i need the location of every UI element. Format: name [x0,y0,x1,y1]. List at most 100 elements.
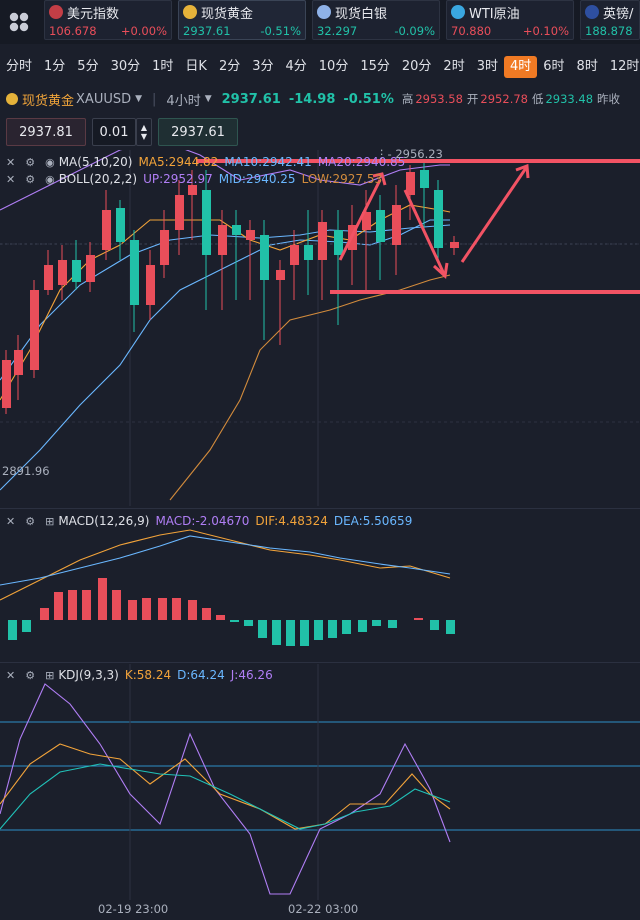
candle-body [218,225,227,255]
settings-icon[interactable]: ⚙ [25,172,36,186]
candle-body [58,260,67,285]
tab-timeframe[interactable]: 10分 [318,59,349,74]
candle-body [304,245,313,260]
eye-icon[interactable]: ◉ [45,155,55,169]
tab-timeframe[interactable]: 6时 [543,59,565,74]
tab-timeframe[interactable]: 1时 [152,59,174,74]
tab-timeframe[interactable]: 2分 [218,59,241,74]
close-icon[interactable]: ✕ [6,172,16,186]
dea-line [0,535,451,586]
close-icon[interactable]: ✕ [6,155,16,169]
tab-timeframe[interactable]: 12时 [609,59,640,74]
macd-histogram-bar [430,620,439,630]
close-icon[interactable]: ✕ [6,514,16,528]
candle-body [362,212,371,230]
candle-body [290,245,299,265]
boll-upper-line [0,150,450,211]
candle-body [188,185,197,195]
ticker-price: 70.880 [451,24,492,38]
ticker-gold[interactable]: 现货黄金 2937.61 -0.51% [178,0,306,40]
chevron-down-icon[interactable]: ▼ [135,94,143,104]
time-label: 02-22 03:00 [288,902,359,916]
ticker-wti[interactable]: WTI原油 70.880 +0.10% [446,0,574,40]
menu-icon[interactable] [0,0,38,44]
macd-histogram-bar [22,620,31,632]
arrow-up-annotation [338,179,382,261]
tab-timeframe[interactable]: 15分 [360,59,390,74]
tab-timeframe[interactable]: 1分 [44,59,66,74]
tab-timeframe[interactable]: 5分 [77,59,99,74]
candle-body [318,222,327,260]
kdj-legend: ✕ ⚙ ⊞ KDJ(9,3,3) K:58.24 D:64.24 J:46.26 [0,667,640,683]
tab-timeframe[interactable]: 8时 [576,59,598,74]
ticker-usd-index[interactable]: 美元指数 106.678 +0.00% [44,0,172,40]
eye-icon[interactable]: ◉ [45,172,55,186]
settings-icon[interactable]: ⚙ [25,155,36,169]
gold-coin-icon [6,93,18,105]
candlestick-chart[interactable] [0,150,640,506]
candle-body [146,265,155,305]
macd-legend: ✕ ⚙ ⊞ MACD(12,26,9) MACD:-2.04670 DIF:4.48… [0,513,640,529]
chevron-down-icon[interactable]: ▼ [140,132,148,141]
macd-histogram-bar [68,590,77,620]
ma20-value: MA20:2940.85 [317,155,406,169]
candle-body [392,205,401,245]
tab-timeframe[interactable]: 20分 [401,59,432,74]
timeframe-bar: 分时 1分 5分 30分 1时 日K 2分 3分 4分 10分 15分 20分 2时 3时 4时 6时 8时 12… [0,52,640,82]
close-icon[interactable]: ✕ [6,668,16,682]
macd-histogram-bar [8,620,17,640]
d-value: D:64.24 [177,668,225,682]
chevron-up-icon[interactable]: ▲ [140,123,148,132]
ticker-gbp[interactable]: 英镑/ 188.878 [580,0,640,40]
boll-low-value: LOW:2927.53 [301,172,383,186]
symbol-code[interactable]: XAUUSD [76,91,132,107]
tab-timeframe[interactable]: 4分 [285,59,307,74]
tab-timeframe[interactable]: 30分 [110,59,141,74]
macd-histogram-bar [300,620,309,646]
macd-histogram-bar [54,592,63,620]
tab-timeframe[interactable]: 4时 [503,56,538,78]
boll-up-value: UP:2952.97 [143,172,213,186]
interval-select[interactable]: 4小时 [166,93,201,109]
j-value: J:46.26 [230,668,273,682]
arrow-up-annotation [515,163,530,179]
arrow-down-annotation [403,189,446,275]
buy-price-button[interactable]: 2937.61 [158,118,238,146]
j-line [0,683,451,895]
candle-body [2,360,11,408]
candle-body [420,170,429,188]
tab-timeframe[interactable]: 3分 [252,59,274,74]
ticker-price: 32.297 [317,24,358,38]
symbol-name[interactable]: 现货黄金 [22,93,75,109]
low-value: 2933.48 [545,92,594,106]
ticker-bar: 美元指数 106.678 +0.00% 现货黄金 2937.61 -0.51% 现货… [0,0,640,44]
add-icon[interactable]: ⊞ [45,668,55,682]
macd-histogram-bar [272,620,281,645]
time-label: 02-19 23:00 [98,902,169,916]
add-icon[interactable]: ⊞ [45,514,55,528]
kdj-chart[interactable] [0,664,640,900]
tab-timeframe[interactable]: 分时 [6,59,33,74]
candle-body [102,210,111,250]
macd-histogram-bar [258,620,267,638]
macd-histogram-bar [142,598,151,620]
macd-histogram-bar [314,620,323,640]
tab-timeframe[interactable]: 日K [185,59,207,74]
lots-input[interactable]: 0.01 [92,118,136,146]
high-value: 2953.58 [415,92,463,106]
tab-timeframe[interactable]: 3时 [476,59,498,74]
settings-icon[interactable]: ⚙ [25,668,36,682]
macd-histogram-bar [388,620,397,628]
macd-histogram-bar [82,590,91,620]
d-line [0,763,451,830]
settings-icon[interactable]: ⚙ [25,514,36,528]
lots-stepper[interactable]: ▲ ▼ [136,118,152,146]
ma10-line [0,219,450,491]
tab-timeframe[interactable]: 2时 [443,59,465,74]
boll-legend: ✕ ⚙ ◉ BOLL(20,2,2) UP:2952.97 MID:2940.25 … [0,171,640,187]
ticker-silver[interactable]: 现货白银 32.297 -0.09% [312,0,440,40]
macd-chart[interactable] [0,510,640,660]
chevron-down-icon[interactable]: ▼ [204,94,212,104]
divider [0,662,640,663]
sell-price-button[interactable]: 2937.81 [6,118,86,146]
